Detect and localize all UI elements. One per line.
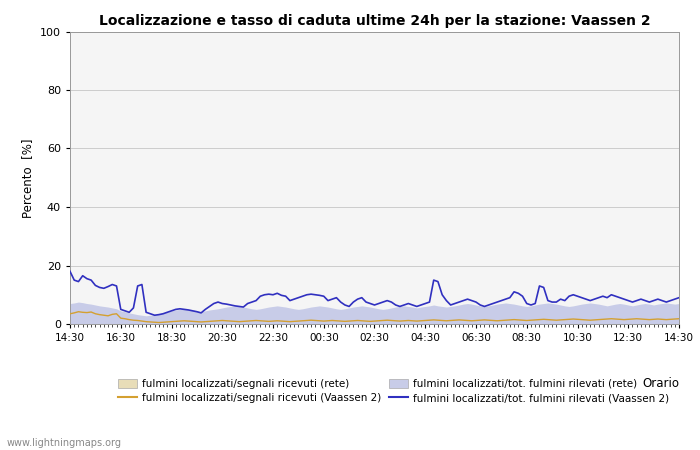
Y-axis label: Percento  [%]: Percento [%]: [22, 138, 34, 217]
Title: Localizzazione e tasso di caduta ultime 24h per la stazione: Vaassen 2: Localizzazione e tasso di caduta ultime …: [99, 14, 650, 27]
Text: www.lightningmaps.org: www.lightningmaps.org: [7, 438, 122, 448]
Text: Orario: Orario: [642, 377, 679, 390]
Legend: fulmini localizzati/segnali ricevuti (rete), fulmini localizzati/segnali ricevut: fulmini localizzati/segnali ricevuti (re…: [118, 379, 669, 403]
